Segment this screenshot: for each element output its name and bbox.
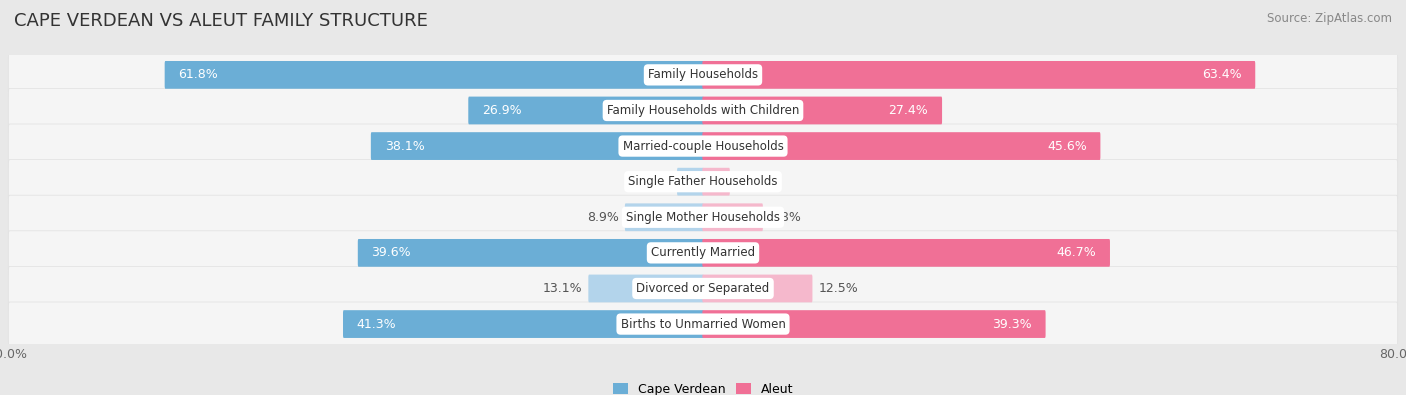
FancyBboxPatch shape xyxy=(8,302,1398,346)
Text: Births to Unmarried Women: Births to Unmarried Women xyxy=(620,318,786,331)
Text: Single Father Households: Single Father Households xyxy=(628,175,778,188)
FancyBboxPatch shape xyxy=(8,124,1398,168)
FancyBboxPatch shape xyxy=(8,88,1398,133)
FancyBboxPatch shape xyxy=(703,132,1101,160)
Text: CAPE VERDEAN VS ALEUT FAMILY STRUCTURE: CAPE VERDEAN VS ALEUT FAMILY STRUCTURE xyxy=(14,12,427,30)
Text: 8.9%: 8.9% xyxy=(586,211,619,224)
Text: Source: ZipAtlas.com: Source: ZipAtlas.com xyxy=(1267,12,1392,25)
FancyBboxPatch shape xyxy=(588,275,703,302)
Legend: Cape Verdean, Aleut: Cape Verdean, Aleut xyxy=(607,378,799,395)
FancyBboxPatch shape xyxy=(703,239,1109,267)
Text: 46.7%: 46.7% xyxy=(1056,246,1097,260)
Text: 45.6%: 45.6% xyxy=(1047,139,1087,152)
FancyBboxPatch shape xyxy=(703,168,730,196)
FancyBboxPatch shape xyxy=(703,275,813,302)
Text: 3.0%: 3.0% xyxy=(737,175,768,188)
FancyBboxPatch shape xyxy=(703,97,942,124)
Text: 61.8%: 61.8% xyxy=(179,68,218,81)
Text: Married-couple Households: Married-couple Households xyxy=(623,139,783,152)
Text: 63.4%: 63.4% xyxy=(1202,68,1241,81)
FancyBboxPatch shape xyxy=(371,132,703,160)
Text: 26.9%: 26.9% xyxy=(482,104,522,117)
Text: 27.4%: 27.4% xyxy=(889,104,928,117)
FancyBboxPatch shape xyxy=(343,310,703,338)
FancyBboxPatch shape xyxy=(624,203,703,231)
Text: 12.5%: 12.5% xyxy=(818,282,859,295)
Text: Single Mother Households: Single Mother Households xyxy=(626,211,780,224)
Text: 13.1%: 13.1% xyxy=(543,282,582,295)
FancyBboxPatch shape xyxy=(8,195,1398,239)
FancyBboxPatch shape xyxy=(165,61,703,89)
FancyBboxPatch shape xyxy=(703,61,1256,89)
FancyBboxPatch shape xyxy=(703,203,763,231)
Text: 38.1%: 38.1% xyxy=(385,139,425,152)
Text: 39.6%: 39.6% xyxy=(371,246,411,260)
FancyBboxPatch shape xyxy=(678,168,703,196)
Text: 2.9%: 2.9% xyxy=(640,175,671,188)
FancyBboxPatch shape xyxy=(703,310,1046,338)
FancyBboxPatch shape xyxy=(8,160,1398,204)
FancyBboxPatch shape xyxy=(8,266,1398,310)
Text: 41.3%: 41.3% xyxy=(357,318,396,331)
Text: Currently Married: Currently Married xyxy=(651,246,755,260)
Text: Divorced or Separated: Divorced or Separated xyxy=(637,282,769,295)
FancyBboxPatch shape xyxy=(8,231,1398,275)
Text: Family Households: Family Households xyxy=(648,68,758,81)
Text: Family Households with Children: Family Households with Children xyxy=(607,104,799,117)
Text: 6.8%: 6.8% xyxy=(769,211,801,224)
FancyBboxPatch shape xyxy=(8,53,1398,97)
FancyBboxPatch shape xyxy=(468,97,703,124)
Text: 39.3%: 39.3% xyxy=(993,318,1032,331)
FancyBboxPatch shape xyxy=(357,239,703,267)
